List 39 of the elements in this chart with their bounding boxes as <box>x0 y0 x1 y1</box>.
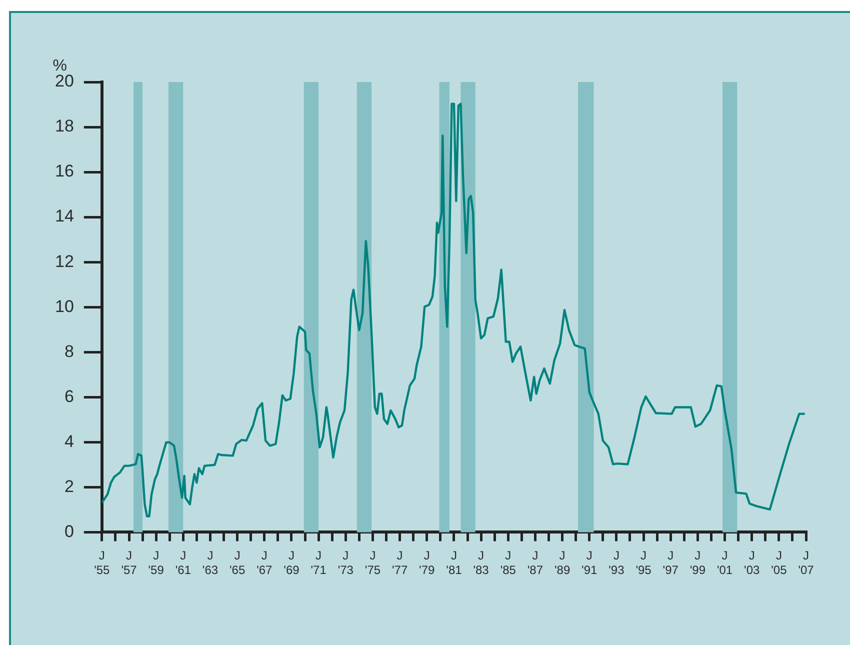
y-tick-label: 0 <box>64 522 74 541</box>
x-tick-label: J '95 <box>636 548 652 578</box>
x-tick-label: J '91 <box>582 548 598 578</box>
x-tick-label: J '57 <box>121 548 138 578</box>
y-tick-label: 20 <box>54 72 74 91</box>
x-tick-label: J '07 <box>798 548 814 578</box>
y-tick-label: 4 <box>64 432 74 451</box>
x-tick-label: J '87 <box>527 548 544 578</box>
x-tick-label: J '01 <box>716 548 733 578</box>
x-tick-label: J '67 <box>256 548 273 578</box>
x-tick-label: J '97 <box>662 548 679 578</box>
y-tick-label: 16 <box>54 162 74 181</box>
y-tick-label: 2 <box>64 476 74 496</box>
x-tick-label: J '81 <box>446 548 462 578</box>
x-tick-label: J '73 <box>338 548 354 578</box>
y-tick-label: 18 <box>54 116 74 136</box>
x-tick-label: J '93 <box>608 548 625 578</box>
x-tick-label: J '83 <box>473 548 490 578</box>
y-axis-title: % <box>52 57 68 74</box>
x-tick-label: J '65 <box>230 548 246 578</box>
y-tick-label: 14 <box>54 206 74 226</box>
x-tick-label: J '79 <box>419 548 436 578</box>
x-tick-label: J '85 <box>500 548 516 578</box>
x-tick-label: J '55 <box>94 548 110 578</box>
x-tick-label: J '69 <box>284 548 300 578</box>
y-tick-label: 12 <box>54 252 74 271</box>
x-tick-label: J '59 <box>148 548 164 578</box>
x-tick-label: J '71 <box>310 548 327 578</box>
x-tick-label: J '99 <box>690 548 706 578</box>
x-tick-label: J '03 <box>744 548 760 578</box>
x-tick-label: J '63 <box>202 548 218 578</box>
x-tick-label: J '75 <box>364 548 381 578</box>
y-tick-label: 6 <box>64 386 74 406</box>
y-tick-label: 10 <box>54 296 74 316</box>
x-tick-label: J '77 <box>392 548 408 578</box>
x-tick-label: J '05 <box>771 548 788 578</box>
x-tick-label: J '89 <box>554 548 570 578</box>
x-tick-label: J '61 <box>175 548 192 578</box>
y-tick-label: 8 <box>64 342 74 361</box>
